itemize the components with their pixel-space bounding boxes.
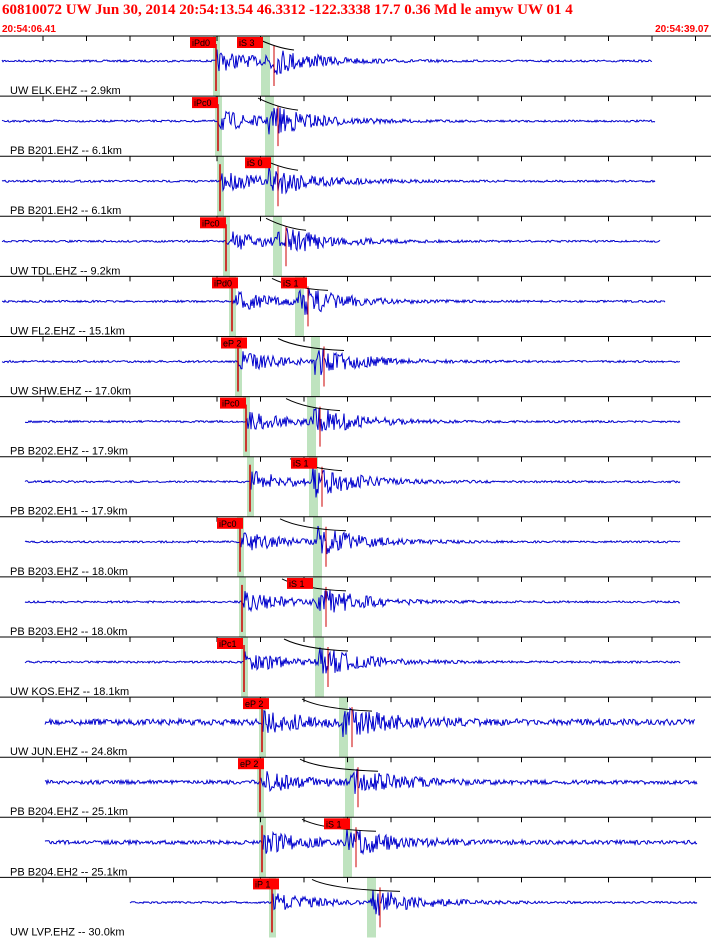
- waveform: [1, 349, 681, 376]
- start-time: 20:54:06.41: [2, 24, 56, 35]
- waveform: [44, 707, 696, 738]
- s-window: [313, 516, 322, 577]
- end-time: 20:54:39.07: [655, 24, 709, 35]
- pick-box: [253, 878, 279, 890]
- travel-curve: [311, 878, 401, 892]
- travel-curve: [283, 638, 349, 652]
- pick-label: eP 2: [240, 759, 258, 769]
- pick-box: [243, 698, 269, 710]
- pick-label: iPc0: [219, 519, 237, 529]
- travel-curve: [299, 758, 379, 772]
- waveform: [24, 647, 681, 674]
- trace-label: PB B202.EHZ -- 17.9km: [10, 446, 128, 458]
- pick-label: iPd0: [192, 38, 210, 48]
- pick-box: [200, 217, 226, 229]
- pick-label: iS 3: [239, 38, 255, 48]
- s-window: [343, 817, 352, 878]
- trace-label: PB B204.EH2 -- 25.1km: [10, 866, 127, 878]
- pick-box: [220, 397, 246, 409]
- trace-label: PB B203.EHZ -- 18.0km: [10, 566, 128, 578]
- waveform: [1, 49, 653, 75]
- travel-curve: [277, 338, 345, 351]
- pick-label: iS 1: [289, 579, 305, 589]
- pick-box: [190, 37, 216, 48]
- trace-label: UW ELK.EHZ -- 2.9km: [10, 85, 121, 97]
- s-window: [345, 757, 354, 818]
- pick-box: [287, 577, 313, 589]
- trace-label: PB B202.EH1 -- 17.9km: [10, 506, 127, 518]
- trace-label: UW JUN.EHZ -- 24.8km: [10, 746, 127, 758]
- pick-label: eP 2: [245, 699, 263, 709]
- waveform: [1, 228, 661, 253]
- event-title: 60810072 UW Jun 30, 2014 20:54:13.54 46.…: [2, 2, 573, 18]
- waveform: [1, 166, 656, 195]
- trace-label: PB B201.EH2 -- 6.1km: [10, 205, 121, 217]
- pick-label: iS 1: [326, 819, 342, 829]
- pick-box: [192, 97, 218, 109]
- s-window: [295, 276, 304, 337]
- travel-curve: [279, 518, 347, 532]
- trace-label: UW TDL.EHZ -- 9.2km: [10, 265, 120, 277]
- pick-box: [245, 157, 271, 169]
- pick-label: iPd0: [214, 278, 232, 288]
- s-window: [367, 877, 376, 938]
- trace-label: PB B203.EH2 -- 18.0km: [10, 626, 127, 638]
- pick-label: eP 2: [223, 339, 241, 349]
- pick-box: [238, 758, 264, 770]
- trace-label: PB B201.EHZ -- 6.1km: [10, 145, 122, 157]
- waveform: [44, 768, 698, 794]
- waveform: [129, 890, 698, 916]
- pick-label: iPc0: [202, 218, 220, 228]
- pick-label: iS 1: [293, 459, 309, 469]
- trace-label: UW FL2.EHZ -- 15.1km: [10, 325, 125, 337]
- s-window: [273, 216, 282, 277]
- waveform: [24, 466, 681, 498]
- pick-box: [281, 277, 307, 289]
- waveform: [44, 828, 698, 856]
- pick-label: iS 0: [247, 158, 263, 168]
- s-window: [315, 637, 324, 698]
- pick-box: [221, 337, 247, 349]
- pick-label: iS 1: [283, 278, 299, 288]
- trace-label: UW KOS.EHZ -- 18.1km: [10, 686, 129, 698]
- travel-curve: [285, 398, 341, 412]
- waveform: [24, 589, 681, 613]
- pick-box: [324, 818, 350, 830]
- s-window: [265, 156, 274, 217]
- s-window: [261, 36, 270, 97]
- pick-label: iPc0: [222, 399, 240, 409]
- waveform: [1, 288, 666, 315]
- pick-label: iPc1: [219, 639, 237, 649]
- s-window: [307, 396, 316, 457]
- travel-curve: [257, 97, 299, 111]
- pick-box: [212, 277, 238, 289]
- pick-box: [217, 517, 243, 529]
- pick-label: iP 1: [255, 879, 270, 889]
- travel-curve: [265, 217, 307, 231]
- trace-label: PB B204.EHZ -- 25.1km: [10, 806, 128, 818]
- waveform: [1, 107, 656, 135]
- pick-box: [237, 37, 263, 48]
- pick-box: [291, 457, 317, 469]
- pick-label: iPc0: [194, 98, 212, 108]
- trace-label: UW LVP.EHZ -- 30.0km: [10, 926, 125, 938]
- travel-curve: [301, 698, 373, 712]
- waveform: [24, 407, 681, 432]
- trace-label: UW SHW.EHZ -- 17.0km: [10, 386, 131, 398]
- pick-box: [217, 638, 243, 649]
- waveform: [24, 525, 681, 555]
